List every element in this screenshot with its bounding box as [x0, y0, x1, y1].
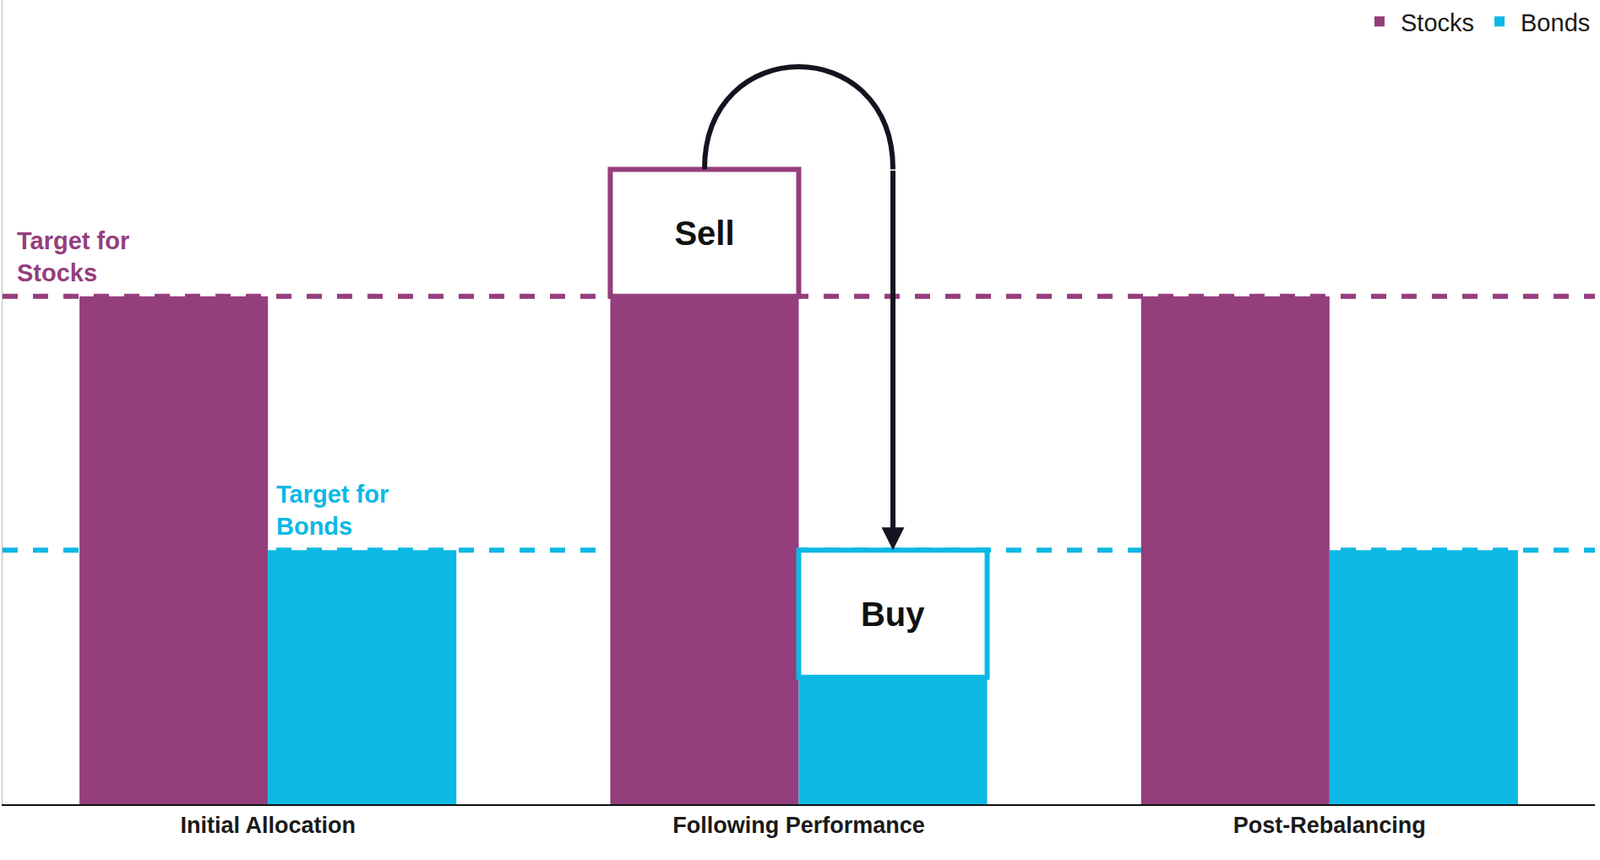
svg-text:Following Performance: Following Performance — [672, 812, 926, 839]
svg-text:Initial Allocation: Initial Allocation — [179, 812, 356, 839]
svg-text:Stocks: Stocks — [1400, 9, 1475, 37]
svg-text:Sell: Sell — [674, 214, 735, 252]
svg-text:Bonds: Bonds — [1520, 9, 1590, 37]
svg-text:Post-Rebalancing: Post-Rebalancing — [1233, 812, 1426, 839]
svg-text:Target forBonds: Target forBonds — [276, 480, 389, 540]
svg-text:Buy: Buy — [860, 595, 926, 633]
svg-text:Target forStocks: Target forStocks — [16, 227, 130, 287]
